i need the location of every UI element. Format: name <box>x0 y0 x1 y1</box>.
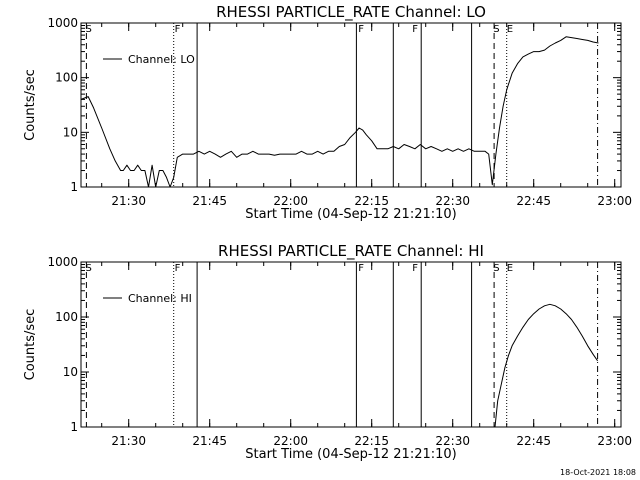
x-tick-label: 21:45 <box>192 194 227 208</box>
legend-label: Channel: LO <box>128 53 195 66</box>
chart-title: RHESSI PARTICLE_RATE Channel: HI <box>218 242 484 261</box>
x-tick-label: 22:15 <box>354 194 389 208</box>
y-tick-label: 10 <box>63 365 78 379</box>
flag-label: S <box>86 24 92 35</box>
y-tick-label: 100 <box>55 71 78 85</box>
y-tick-label: 1000 <box>47 16 78 30</box>
y-tick-label: 10 <box>63 125 78 139</box>
x-tick-label: 21:30 <box>111 194 146 208</box>
x-tick-label: 22:00 <box>273 434 308 448</box>
series-line <box>494 303 599 428</box>
y-axis-label: Counts/sec <box>23 309 38 381</box>
flag-label: S <box>493 24 499 35</box>
flag-label: S <box>86 263 92 274</box>
legend-label: Channel: HI <box>128 292 192 305</box>
x-tick-label: 22:45 <box>516 434 551 448</box>
chart-title: RHESSI PARTICLE_RATE Channel: LO <box>216 3 486 22</box>
flag-label: E <box>507 24 513 35</box>
plot-frame <box>80 22 622 188</box>
x-tick-label: 22:30 <box>435 434 470 448</box>
y-tick-label: 1 <box>70 420 78 434</box>
x-axis-label: Start Time (04-Sep-12 21:21:10) <box>245 447 456 462</box>
y-axis-label: Counts/sec <box>23 69 38 141</box>
x-tick-label: 22:15 <box>354 434 389 448</box>
x-tick-label: 23:00 <box>597 194 632 208</box>
y-tick-label: 1 <box>70 180 78 194</box>
x-axis-label: Start Time (04-Sep-12 21:21:10) <box>245 207 456 222</box>
flag-label: F <box>412 263 418 274</box>
flag-label: F <box>358 24 364 35</box>
flag-label: E <box>507 263 513 274</box>
flag-label: F <box>175 24 181 35</box>
y-tick-label: 1000 <box>47 255 78 269</box>
x-tick-label: 22:30 <box>435 194 470 208</box>
flag-label: S <box>493 263 499 274</box>
flag-label: F <box>358 263 364 274</box>
flag-label: F <box>175 263 181 274</box>
x-tick-label: 22:45 <box>516 194 551 208</box>
series-line <box>80 36 599 188</box>
flag-label: F <box>412 24 418 35</box>
x-tick-label: 21:45 <box>192 434 227 448</box>
y-tick-label: 100 <box>55 310 78 324</box>
x-tick-label: 22:00 <box>273 194 308 208</box>
x-tick-label: 23:00 <box>597 434 632 448</box>
lo-channel-panel: RHESSI PARTICLE_RATE Channel: LO 1 10 100 10… <box>23 3 632 222</box>
plot-frame <box>80 261 622 428</box>
hi-channel-panel: RHESSI PARTICLE_RATE Channel: HI 1 10 100 10… <box>23 242 632 462</box>
x-tick-label: 21:30 <box>111 434 146 448</box>
date-stamp: 18-Oct-2021 18:08 <box>560 468 636 477</box>
